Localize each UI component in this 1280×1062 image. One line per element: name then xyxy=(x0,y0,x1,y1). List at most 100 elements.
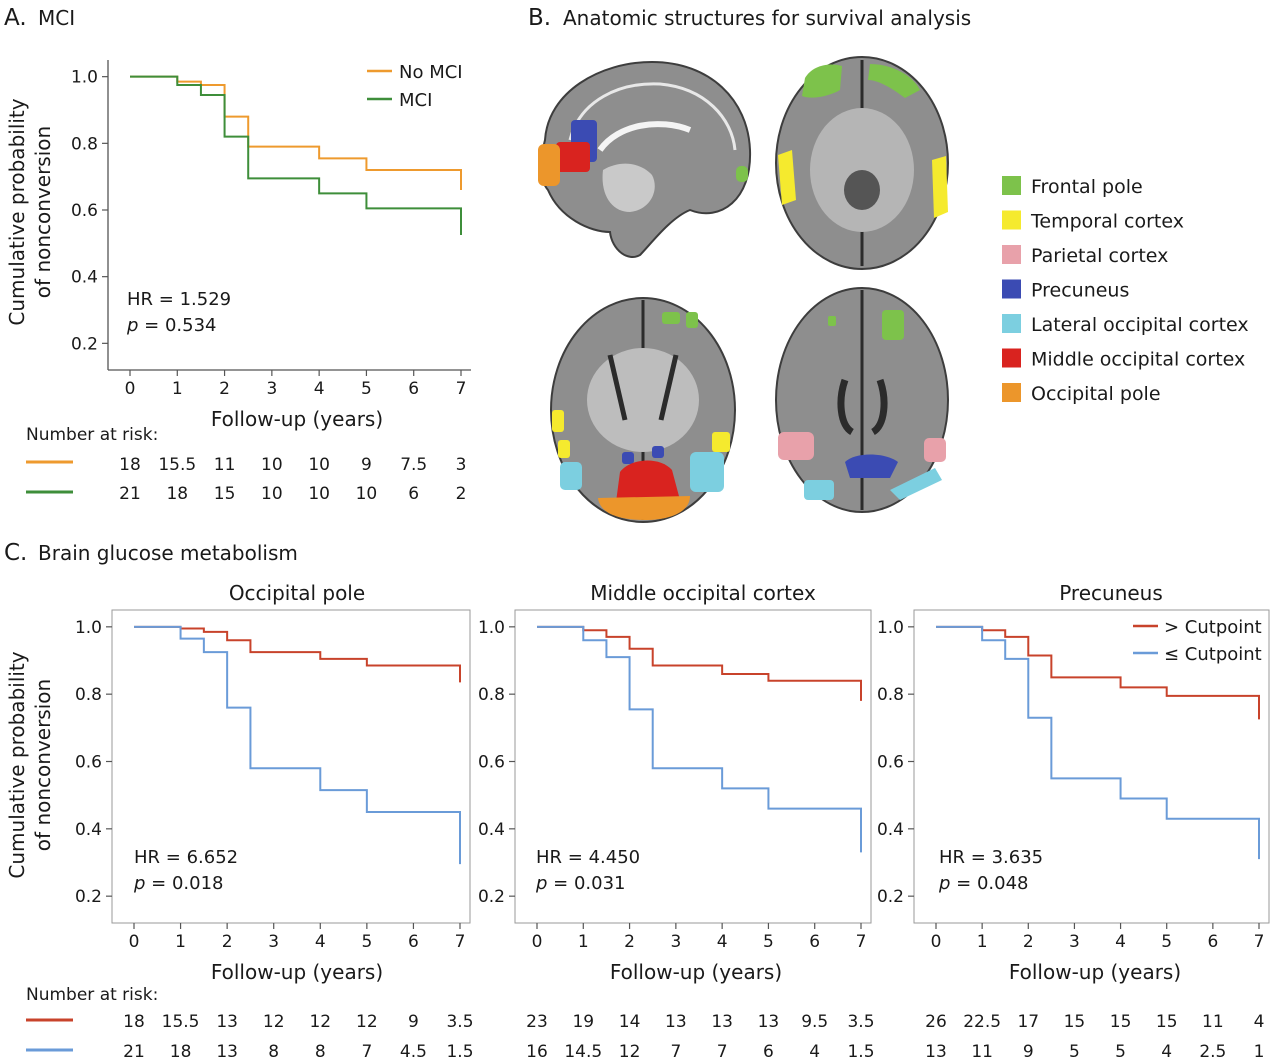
risk-value: 21 xyxy=(119,484,141,504)
panel-a-hr: HR = 1.529 xyxy=(127,289,231,310)
risk-value: 1.5 xyxy=(847,1042,874,1062)
x-tick-label: 7 xyxy=(856,932,867,952)
panel-c-risk-title: Number at risk: xyxy=(26,985,158,1005)
risk-value: 11 xyxy=(971,1042,993,1062)
risk-value: 2 xyxy=(456,484,467,504)
y-tick-label: 0.8 xyxy=(75,685,102,705)
region-label: Lateral occipital cortex xyxy=(1031,314,1249,336)
p-symbol: p xyxy=(133,873,145,894)
y-tick-label: 0.2 xyxy=(877,887,904,907)
x-tick-label: 5 xyxy=(1161,932,1172,952)
panel-a-ylabel-line1: Cumulative probability xyxy=(5,98,29,325)
risk-value: 23 xyxy=(526,1012,548,1032)
risk-value: 16 xyxy=(526,1042,548,1062)
region-swatch xyxy=(1002,210,1021,230)
subplot-1-hr: HR = 6.652 xyxy=(134,847,238,868)
legend-label-mci: MCI xyxy=(399,90,432,111)
panel-a-legend: No MCI MCI xyxy=(367,62,463,111)
panel-a-xlabel: Follow-up (years) xyxy=(211,407,383,431)
region-label: Temporal cortex xyxy=(1030,211,1184,233)
y-tick-label: 0.8 xyxy=(71,134,98,154)
brain-sagittal-image xyxy=(538,60,752,258)
x-tick-label: 3 xyxy=(266,379,277,399)
risk-value: 12 xyxy=(309,1012,331,1032)
risk-value: 22.5 xyxy=(963,1012,1001,1032)
p-value: = 0.534 xyxy=(138,315,216,336)
risk-value: 8 xyxy=(268,1042,279,1062)
x-tick-label: 5 xyxy=(763,932,774,952)
panel-b: B. Anatomic structures for survival anal… xyxy=(528,5,1249,523)
risk-value: 3.5 xyxy=(446,1012,473,1032)
risk-value: 11 xyxy=(214,455,236,475)
subplot-2-hr: HR = 4.450 xyxy=(536,847,640,868)
p-value: = 0.048 xyxy=(950,873,1028,894)
x-tick-label: 3 xyxy=(1069,932,1080,952)
panel-c-legend: > Cutpoint ≤ Cutpoint xyxy=(1133,617,1262,665)
risk-value: 4 xyxy=(809,1042,820,1062)
chart-a-plot: 0.2 0.4 0.6 0.8 1.0 0 1 2 3 4 5 6 7 xyxy=(71,60,471,399)
x-tick-label: 4 xyxy=(717,932,728,952)
series-line-2 xyxy=(537,625,862,853)
p-symbol: p xyxy=(126,315,138,336)
x-tick-label: 4 xyxy=(315,932,326,952)
region-swatch xyxy=(1002,279,1021,299)
risk-value: 2.5 xyxy=(1199,1042,1226,1062)
risk-value: 9 xyxy=(1023,1042,1034,1062)
risk-value: 15 xyxy=(214,484,236,504)
y-tick-label: 1.0 xyxy=(71,68,98,88)
y-tick-label: 0.4 xyxy=(71,268,98,288)
risk-value: 1.5 xyxy=(446,1042,473,1062)
series-line-1 xyxy=(134,625,461,683)
subplot-3-xlabel: Follow-up (years) xyxy=(1009,960,1181,984)
risk-value: 4 xyxy=(1254,1012,1265,1032)
panel-c-ylabel-line1: Cumulative probability xyxy=(5,651,29,878)
region-swatch xyxy=(1002,383,1021,402)
subplot-3-p-stat: p = 0.048 xyxy=(938,873,1029,894)
x-tick-label: 6 xyxy=(1207,932,1218,952)
chart-c3-plot: 0.2 0.4 0.6 0.8 1.0 0 1 2 3 4 5 6 7 xyxy=(877,609,1270,952)
p-symbol: p xyxy=(938,873,950,894)
panel-c: C. Brain glucose metabolism Cumulative p… xyxy=(4,540,1270,1062)
series-line-1 xyxy=(130,75,462,190)
x-tick-label: 0 xyxy=(129,932,140,952)
risk-value: 15 xyxy=(1156,1012,1178,1032)
subplot-2-p-stat: p = 0.031 xyxy=(535,873,626,894)
x-tick-label: 7 xyxy=(456,379,467,399)
chart-c1-plot: 0.2 0.4 0.6 0.8 1.0 0 1 2 3 4 5 6 7 xyxy=(75,609,471,952)
series-line-1 xyxy=(537,625,862,701)
x-tick-label: 2 xyxy=(624,932,635,952)
risk-value: 10 xyxy=(356,484,378,504)
panel-a-ylabel-line2: of nonconversion xyxy=(31,126,55,298)
risk-value: 13 xyxy=(711,1012,733,1032)
risk-value: 10 xyxy=(261,455,283,475)
x-tick-label: 3 xyxy=(268,932,279,952)
subplot-1-xlabel: Follow-up (years) xyxy=(211,960,383,984)
risk-value: 9 xyxy=(361,455,372,475)
brain-axial-image-1 xyxy=(775,56,949,270)
risk-value: 13 xyxy=(216,1042,238,1062)
risk-value: 5 xyxy=(1115,1042,1126,1062)
risk-value: 4.5 xyxy=(400,1042,427,1062)
x-tick-label: 2 xyxy=(219,379,230,399)
risk-value: 7 xyxy=(717,1042,728,1062)
subplot-2-xlabel: Follow-up (years) xyxy=(610,960,782,984)
legend-label-no-mci: No MCI xyxy=(399,62,463,83)
risk-value: 6 xyxy=(763,1042,774,1062)
region-legend: Frontal pole Temporal cortex Parietal cort… xyxy=(1002,176,1249,405)
risk-value: 3.5 xyxy=(847,1012,874,1032)
risk-value: 18 xyxy=(123,1012,145,1032)
chart-c2-plot: 0.2 0.4 0.6 0.8 1.0 0 1 2 3 4 5 6 7 xyxy=(478,609,872,952)
series-line-2 xyxy=(936,625,1260,860)
panel-c-title: Brain glucose metabolism xyxy=(38,541,298,565)
y-tick-label: 0.6 xyxy=(877,753,904,773)
x-tick-label: 5 xyxy=(361,379,372,399)
plot-frame xyxy=(913,609,1270,924)
series-line-2 xyxy=(134,625,461,865)
risk-value: 1 xyxy=(1254,1042,1265,1062)
plot-frame xyxy=(514,609,872,924)
risk-value: 10 xyxy=(261,484,283,504)
x-tick-label: 7 xyxy=(455,932,466,952)
subplot-title-middle-occipital-cortex: Middle occipital cortex xyxy=(590,581,816,605)
risk-value: 11 xyxy=(1202,1012,1224,1032)
